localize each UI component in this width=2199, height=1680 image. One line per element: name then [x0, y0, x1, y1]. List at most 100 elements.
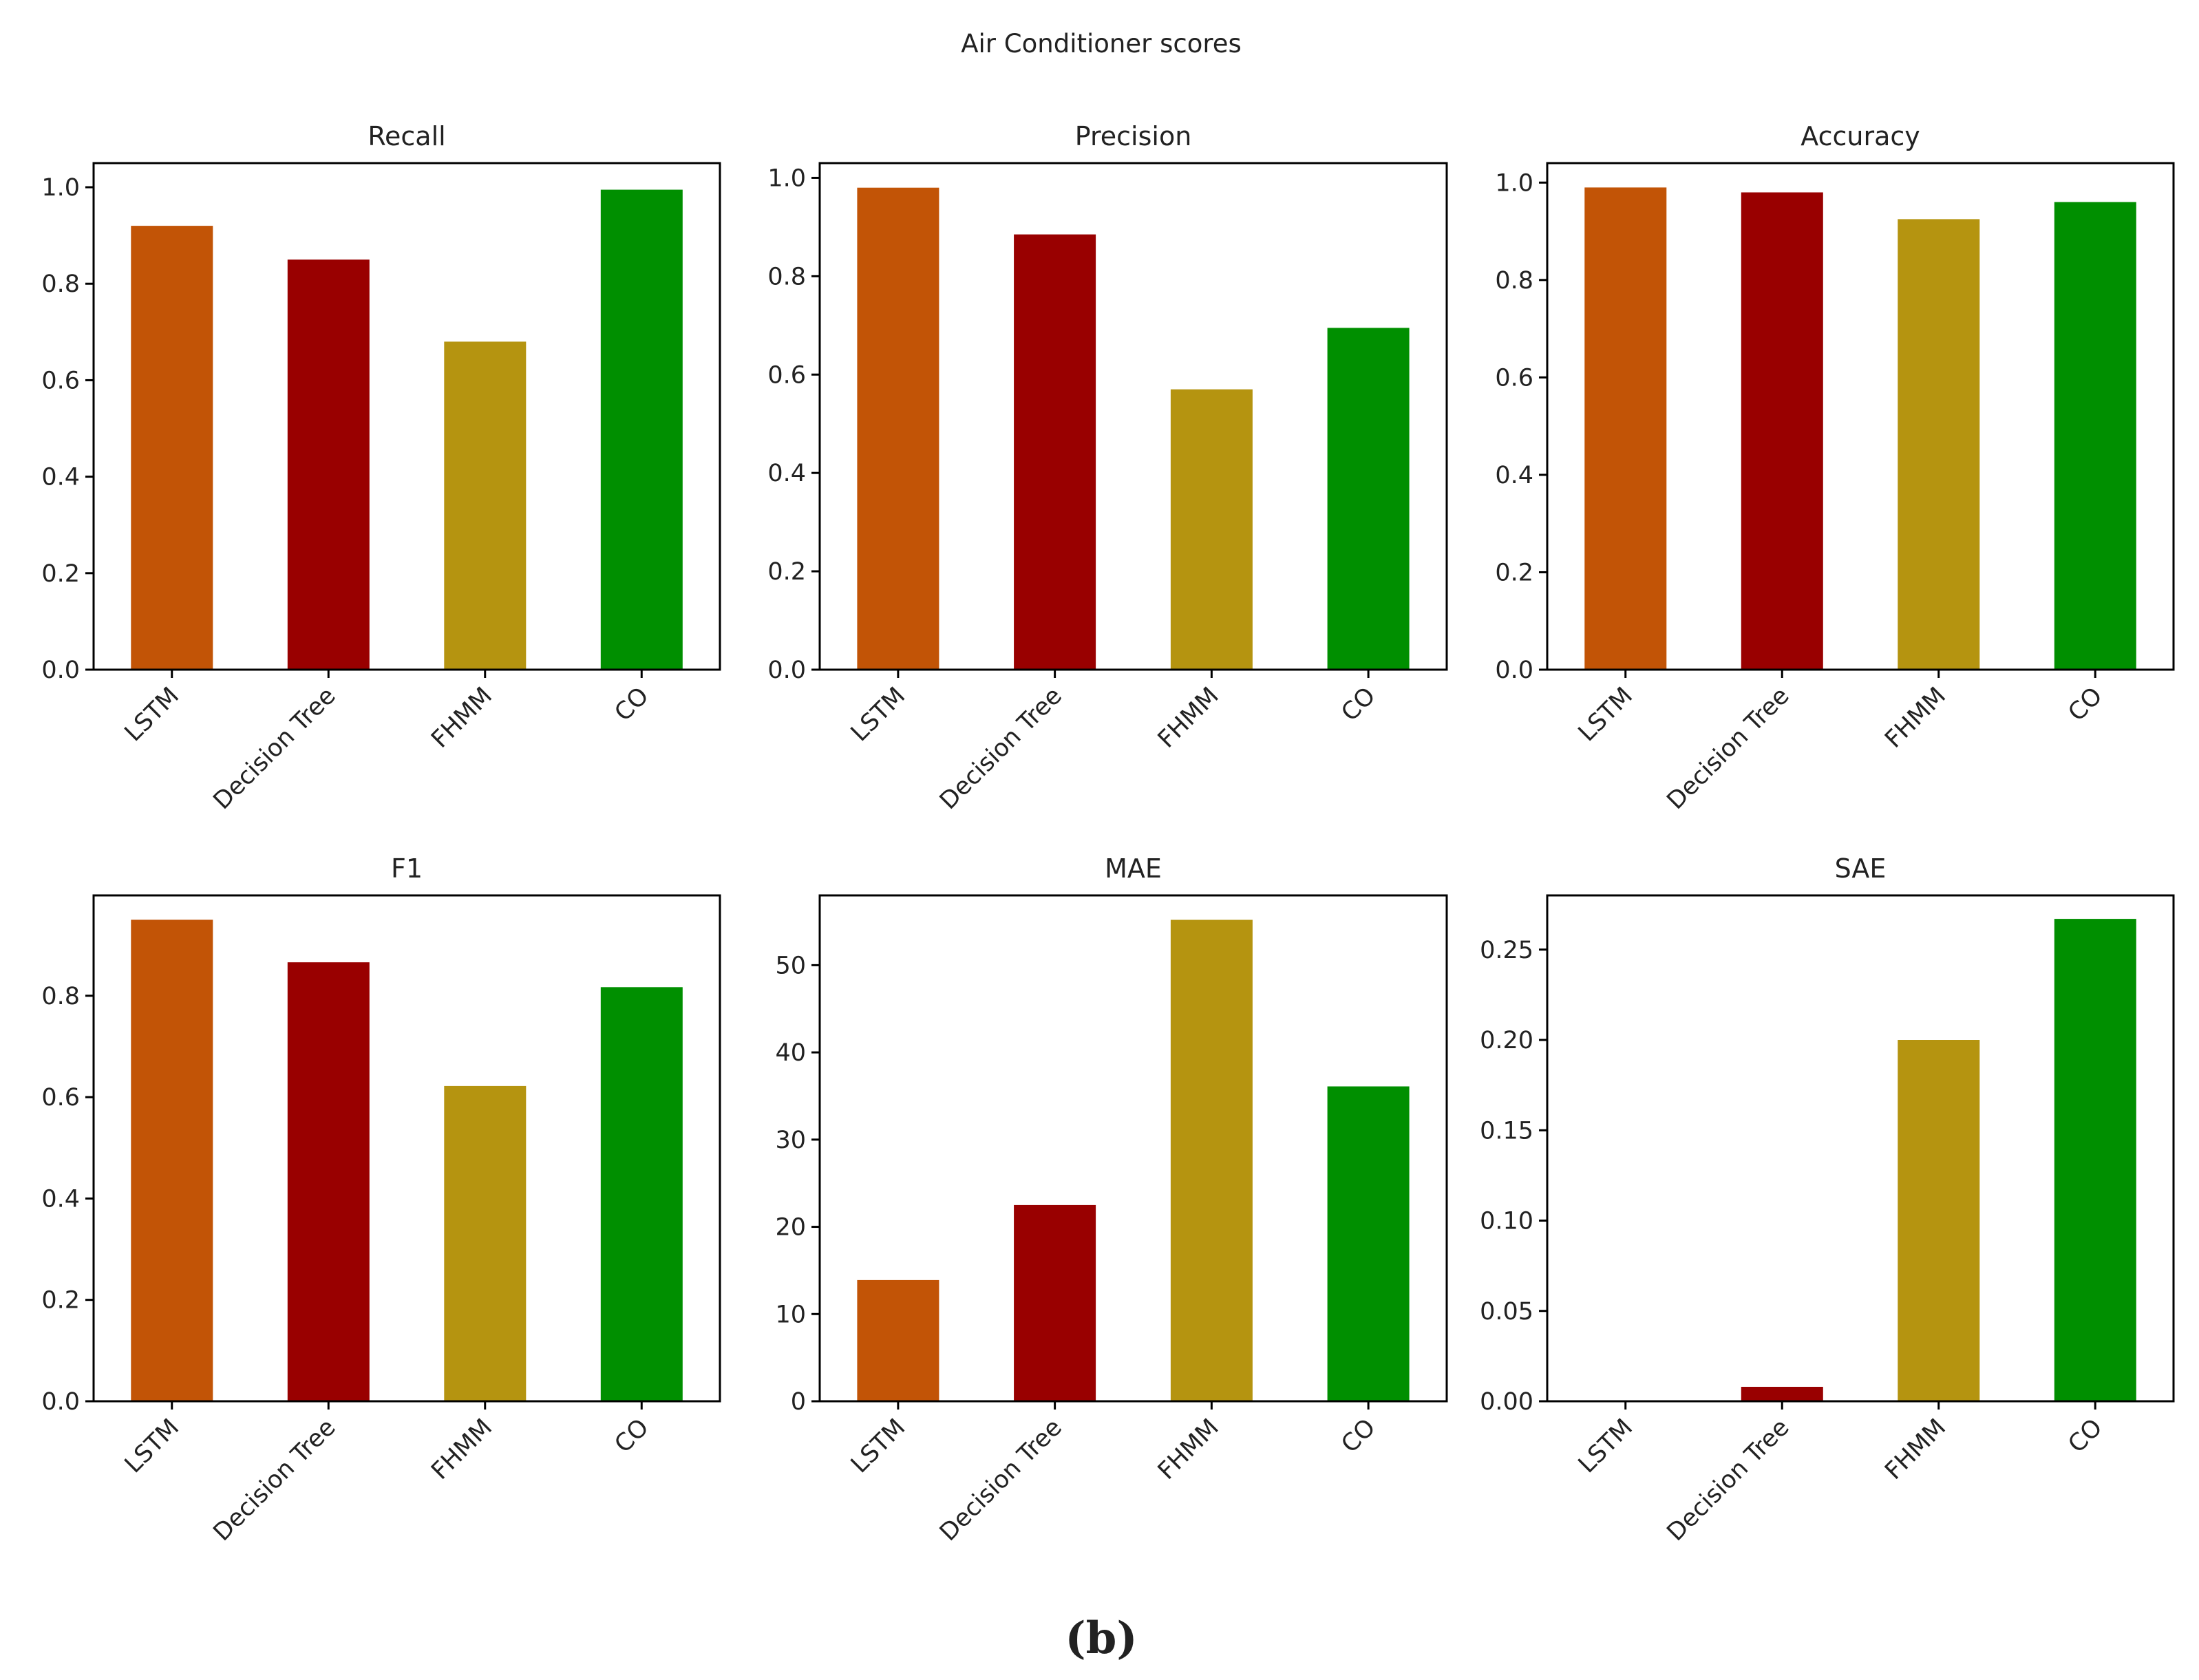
- x-tick-label: LSTM: [1573, 1414, 1638, 1478]
- y-tick-label: 0.2: [767, 558, 806, 586]
- panel-title: Recall: [368, 121, 445, 151]
- y-tick-label: 0.15: [1480, 1117, 1533, 1145]
- y-tick-label: 0.6: [41, 1084, 80, 1112]
- bar-decision-tree: [287, 962, 370, 1401]
- bar-fhmm: [1898, 219, 1980, 670]
- x-tick-label: CO: [610, 1414, 655, 1458]
- bar-co: [1327, 1086, 1410, 1401]
- y-tick-label: 0.4: [1495, 462, 1533, 489]
- bar-decision-tree: [1741, 1387, 1823, 1401]
- y-tick-label: 0.2: [1495, 559, 1533, 586]
- y-tick-label: 0.0: [767, 657, 806, 684]
- x-tick-label: LSTM: [1573, 682, 1638, 747]
- y-tick-label: 40: [775, 1039, 806, 1067]
- y-tick-label: 0.2: [41, 560, 80, 588]
- panel-title: Accuracy: [1800, 121, 1920, 151]
- y-tick-label: 0.4: [41, 1185, 80, 1213]
- x-tick-label: Decision Tree: [1662, 1414, 1795, 1546]
- y-tick-label: 0.0: [41, 1388, 80, 1416]
- axes-frame: [92, 162, 721, 671]
- panel-title: SAE: [1835, 853, 1887, 884]
- figure-caption: (b): [1065, 1613, 1137, 1664]
- x-tick-label: CO: [1336, 1414, 1381, 1458]
- bar-co: [600, 189, 683, 670]
- y-tick-label: 0.0: [41, 657, 80, 684]
- y-tick-label: 0: [791, 1388, 806, 1416]
- x-tick-label: Decision Tree: [1662, 682, 1795, 815]
- bar-fhmm: [444, 1085, 527, 1401]
- y-tick-label: 1.0: [1495, 169, 1533, 197]
- y-tick-label: 0.6: [41, 367, 80, 394]
- y-tick-label: 10: [775, 1301, 806, 1328]
- bar-lstm: [131, 226, 213, 670]
- x-tick-label: FHMM: [426, 682, 498, 754]
- bar-lstm: [131, 919, 213, 1401]
- x-tick-label: Decision Tree: [209, 1414, 341, 1546]
- y-tick-label: 0.05: [1480, 1298, 1533, 1326]
- x-tick-label: CO: [610, 682, 655, 727]
- bar-decision-tree: [1014, 234, 1096, 670]
- bar-decision-tree: [1014, 1204, 1096, 1401]
- axes-frame: [1546, 162, 2175, 671]
- chart-panel-accuracy: Accuracy 0.0 0.2 0.4 0.6 0.8 1.0 LSTM Decision T…: [1495, 121, 2175, 815]
- y-tick-label: 20: [775, 1214, 806, 1242]
- x-tick-label: CO: [2063, 1414, 2108, 1458]
- bar-fhmm: [1898, 1040, 1980, 1401]
- bar-co: [2054, 202, 2136, 670]
- axes-frame: [1546, 894, 2175, 1403]
- y-tick-label: 0.6: [767, 361, 806, 389]
- x-tick-label: FHMM: [1880, 682, 1951, 754]
- y-tick-label: 0.20: [1480, 1027, 1533, 1054]
- y-tick-label: 0.6: [1495, 364, 1533, 392]
- x-tick-label: LSTM: [120, 682, 184, 747]
- y-tick-label: 0.10: [1480, 1208, 1533, 1235]
- y-tick-label: 30: [775, 1127, 806, 1154]
- x-tick-label: FHMM: [426, 1414, 498, 1485]
- y-tick-label: 0.2: [41, 1287, 80, 1315]
- x-tick-label: FHMM: [1880, 1414, 1951, 1485]
- chart-panel-precision: Precision 0.0 0.2 0.4 0.6 0.8 1.0 LSTM Decision …: [767, 121, 1448, 815]
- figure-title: Air Conditioner scores: [961, 29, 1242, 59]
- bar-fhmm: [1170, 389, 1253, 670]
- y-tick-label: 50: [775, 952, 806, 979]
- x-tick-label: FHMM: [1153, 682, 1224, 754]
- axes-frame: [818, 894, 1448, 1403]
- axes-frame: [818, 162, 1448, 671]
- bar-lstm: [1584, 187, 1667, 670]
- y-tick-label: 0.8: [41, 270, 80, 298]
- bar-fhmm: [444, 341, 527, 670]
- panel-title: Precision: [1075, 121, 1192, 151]
- x-tick-label: CO: [1336, 682, 1381, 727]
- x-tick-label: LSTM: [846, 682, 911, 747]
- panel-title: F1: [391, 853, 423, 884]
- y-tick-label: 1.0: [41, 174, 80, 202]
- axes-frame: [92, 894, 721, 1403]
- x-tick-label: LSTM: [120, 1414, 184, 1478]
- bar-co: [2054, 919, 2136, 1401]
- x-tick-label: LSTM: [846, 1414, 911, 1478]
- chart-grid: Recall 0.0 0.2 0.4 0.6 0.8 1.0 LSTM Decision Tre…: [41, 121, 2175, 1546]
- chart-panel-mae: MAE 0 10 20 30 40 50 LSTM Decision Tree FHMM CO: [775, 853, 1448, 1546]
- chart-panel-sae: SAE 0.00 0.05 0.10 0.15 0.20 0.25 LSTM Decision …: [1480, 853, 2175, 1546]
- y-tick-label: 1.0: [767, 164, 806, 192]
- bar-co: [1327, 328, 1410, 670]
- panel-title: MAE: [1105, 853, 1162, 884]
- x-tick-label: Decision Tree: [935, 682, 1067, 815]
- x-tick-label: Decision Tree: [935, 1414, 1067, 1546]
- bar-fhmm: [1170, 919, 1253, 1401]
- y-tick-label: 0.8: [41, 983, 80, 1010]
- y-tick-label: 0.0: [1495, 657, 1533, 684]
- x-tick-label: CO: [2063, 682, 2108, 727]
- x-tick-label: FHMM: [1153, 1414, 1224, 1485]
- y-tick-label: 0.8: [1495, 267, 1533, 295]
- x-tick-label: Decision Tree: [209, 682, 341, 815]
- bar-co: [600, 987, 683, 1401]
- y-tick-label: 0.4: [41, 464, 80, 491]
- y-tick-label: 0.00: [1480, 1388, 1533, 1416]
- chart-panel-recall: Recall 0.0 0.2 0.4 0.6 0.8 1.0 LSTM Decision Tre…: [41, 121, 721, 815]
- y-tick-label: 0.25: [1480, 937, 1533, 964]
- bar-decision-tree: [287, 259, 370, 670]
- bar-decision-tree: [1741, 192, 1823, 670]
- y-tick-label: 0.8: [767, 263, 806, 290]
